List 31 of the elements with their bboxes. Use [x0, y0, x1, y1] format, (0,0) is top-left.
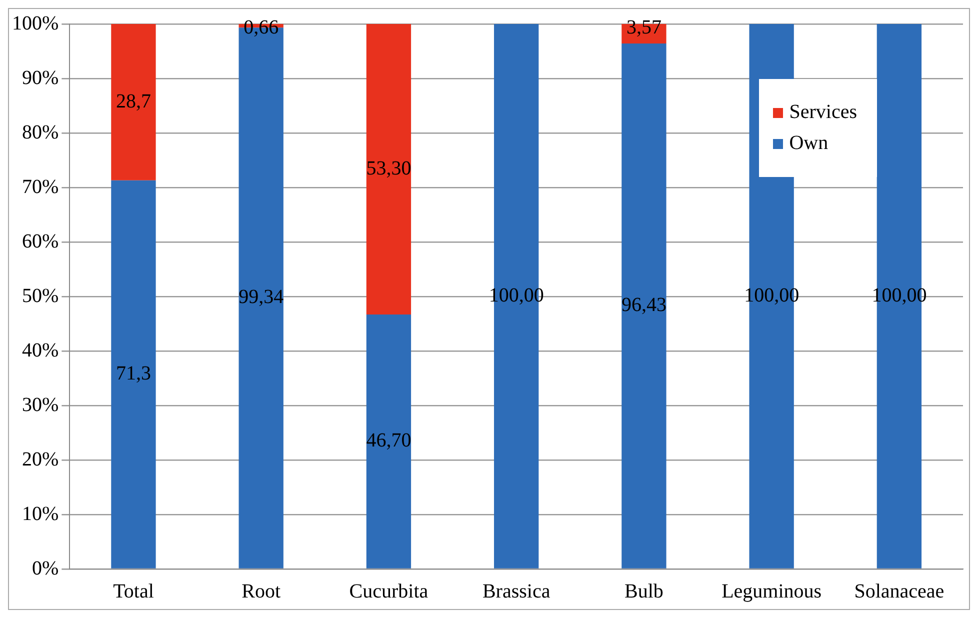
bar: [111, 180, 156, 568]
data-label: 71,3: [116, 362, 151, 385]
y-tick-label: 90%: [22, 66, 59, 89]
y-tick-label: 70%: [22, 176, 59, 198]
x-tick-label: Solanaceae: [854, 580, 944, 602]
data-label: 99,34: [238, 286, 284, 308]
bar: [111, 24, 156, 180]
x-tick-label: Brassica: [482, 580, 550, 602]
x-tick-label: Bulb: [624, 580, 664, 602]
legend-label: Services: [789, 101, 857, 124]
x-tick-label: Root: [242, 580, 281, 602]
data-label: 53,30: [366, 157, 412, 180]
y-tick-label: 50%: [22, 284, 59, 307]
y-tick-label: 0%: [32, 557, 59, 580]
bar: [622, 43, 666, 568]
x-tick-label: Leguminous: [722, 580, 822, 602]
bar: [366, 24, 412, 314]
data-label: 28,7: [116, 90, 151, 112]
legend-label: Own: [789, 132, 828, 155]
bar: [366, 314, 412, 568]
y-tick-label: 80%: [22, 121, 59, 144]
data-label: 46,70: [366, 430, 412, 452]
y-tick-label: 20%: [22, 448, 59, 470]
y-tick-label: 10%: [22, 502, 59, 525]
data-label: 96,43: [621, 294, 666, 316]
y-tick-label: 30%: [22, 394, 59, 416]
y-tick-label: 40%: [22, 339, 59, 362]
y-tick-label: 100%: [12, 12, 59, 34]
x-tick-label: Cucurbita: [349, 580, 428, 602]
y-tick-label: 60%: [22, 230, 59, 252]
x-tick-label: Total: [113, 580, 154, 602]
